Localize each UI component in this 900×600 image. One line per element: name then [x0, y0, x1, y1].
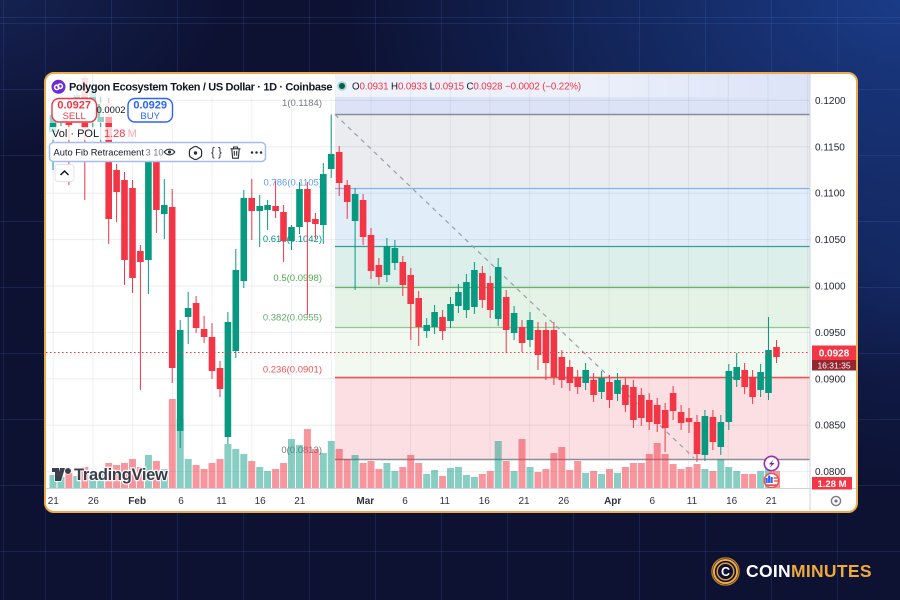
svg-text:Vol · POL: Vol · POL — [52, 128, 99, 140]
svg-text:21: 21 — [48, 496, 60, 507]
svg-text:Apr: Apr — [604, 496, 621, 507]
svg-text:26: 26 — [558, 496, 570, 507]
svg-text:0.1000: 0.1000 — [815, 282, 846, 293]
svg-text:21: 21 — [294, 496, 306, 507]
svg-text:0.236(0.0901): 0.236(0.0901) — [263, 365, 322, 376]
svg-text:C: C — [721, 565, 730, 579]
svg-text:O0.0931 H0.0933 L0.0915 C0.092: O0.0931 H0.0933 L0.0915 C0.0928 −0.0002 … — [352, 82, 581, 93]
svg-text:Auto Fib Retracement: Auto Fib Retracement — [54, 148, 145, 158]
svg-text:0.0002: 0.0002 — [96, 105, 125, 116]
svg-text:16: 16 — [255, 496, 267, 507]
svg-text:Feb: Feb — [128, 496, 146, 507]
svg-text:TradingView: TradingView — [74, 466, 168, 484]
svg-text:Mar: Mar — [356, 496, 374, 507]
svg-text:6: 6 — [402, 496, 408, 507]
svg-text:0.0927: 0.0927 — [57, 100, 91, 112]
svg-text:6: 6 — [650, 496, 656, 507]
svg-text:0.5(0.0998): 0.5(0.0998) — [273, 273, 322, 284]
svg-text:Polygon Ecosystem Token / US D: Polygon Ecosystem Token / US Dollar · 1D… — [69, 82, 332, 94]
svg-text:0.0850: 0.0850 — [815, 421, 846, 432]
svg-text:21: 21 — [766, 496, 778, 507]
svg-text:0.1150: 0.1150 — [815, 142, 845, 153]
svg-text:0.0950: 0.0950 — [815, 328, 846, 339]
svg-text:BUY: BUY — [140, 111, 160, 122]
svg-text:1.28 M: 1.28 M — [817, 479, 846, 490]
svg-text:21: 21 — [518, 496, 530, 507]
svg-text:0.0800: 0.0800 — [815, 467, 846, 478]
svg-text:0.786(0.1105): 0.786(0.1105) — [264, 178, 322, 189]
svg-text:0.382(0.0955): 0.382(0.0955) — [263, 313, 322, 324]
svg-text:0.0928: 0.0928 — [819, 349, 850, 360]
svg-text:SELL: SELL — [63, 111, 86, 122]
svg-text:0.0900: 0.0900 — [815, 374, 846, 385]
svg-text:1(0.1184): 1(0.1184) — [282, 98, 322, 109]
svg-text:{ }: { } — [211, 147, 222, 159]
svg-text:0.0929: 0.0929 — [133, 100, 167, 112]
svg-text:16: 16 — [479, 496, 491, 507]
svg-text:26: 26 — [88, 496, 100, 507]
svg-text:11: 11 — [216, 496, 227, 507]
svg-text:3 10: 3 10 — [146, 148, 164, 158]
svg-text:0.1100: 0.1100 — [815, 189, 845, 200]
svg-text:11: 11 — [440, 496, 451, 507]
svg-text:0.1050: 0.1050 — [815, 235, 846, 246]
svg-text:0.1200: 0.1200 — [815, 96, 846, 107]
svg-text:16:31:35: 16:31:35 — [817, 360, 850, 370]
svg-text:6: 6 — [178, 496, 184, 507]
svg-text:1.28 M: 1.28 M — [104, 128, 137, 140]
svg-text:0(0.0813): 0(0.0813) — [281, 445, 322, 456]
svg-text:11: 11 — [687, 496, 698, 507]
svg-text:16: 16 — [726, 496, 738, 507]
